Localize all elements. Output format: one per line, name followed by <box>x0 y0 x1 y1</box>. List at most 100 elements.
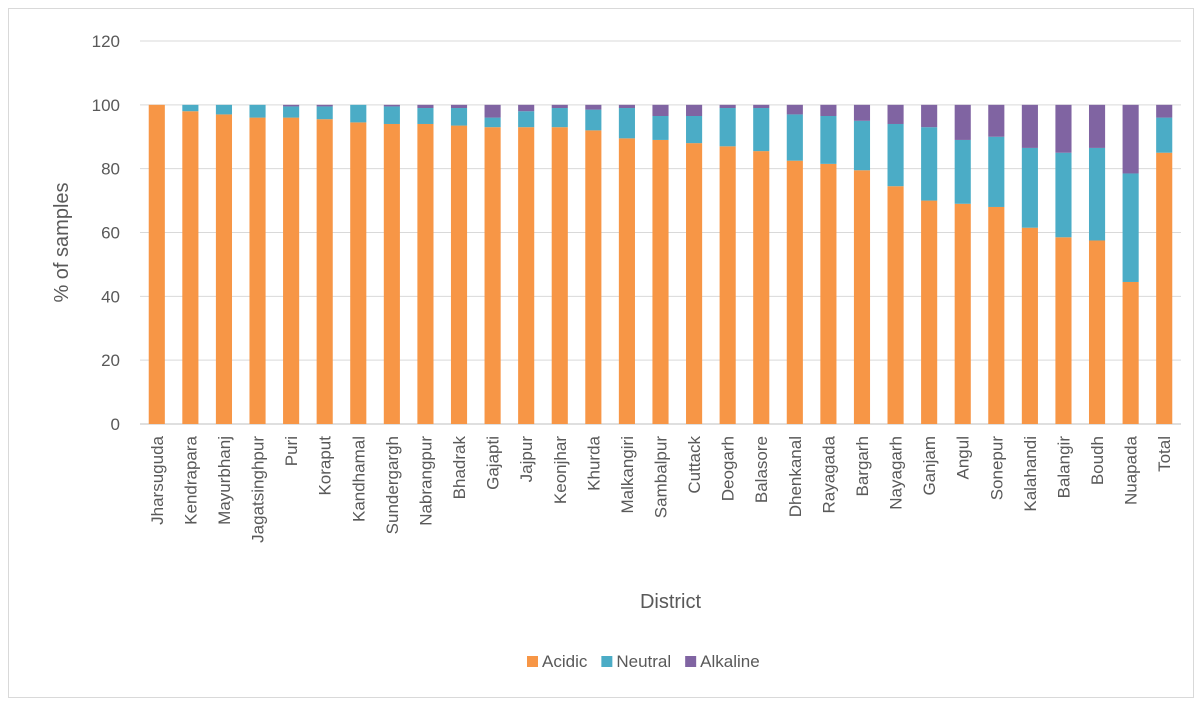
bar-segment-neutral <box>249 104 266 118</box>
bar-segment-neutral <box>283 106 300 118</box>
x-tick-label: Bhadrak <box>450 436 469 500</box>
bar-segment-acidic <box>921 200 938 424</box>
x-tick-label: Cuttack <box>685 436 704 494</box>
x-tick-label: Nabrangpur <box>416 436 435 526</box>
bar-segment-acidic <box>887 186 904 424</box>
bar-segment-acidic <box>1122 281 1139 424</box>
y-tick-label: 100 <box>92 96 120 115</box>
x-tick-label: Jajpur <box>517 436 536 483</box>
bar-segment-acidic <box>551 127 568 425</box>
bar-segment-neutral <box>1021 147 1038 228</box>
x-tick-label: Kandhamal <box>349 436 368 522</box>
y-tick-label: 20 <box>101 351 120 370</box>
bar-segment-neutral <box>618 108 635 139</box>
legend-swatch-alkaline <box>685 656 697 667</box>
legend-swatch-neutral <box>601 656 613 667</box>
bar-segment-acidic <box>585 130 602 424</box>
x-tick-label: Malkangiri <box>618 436 637 513</box>
bar-segment-acidic <box>618 138 635 425</box>
y-tick-label: 0 <box>111 415 120 434</box>
x-tick-label: Balasore <box>752 436 771 503</box>
y-axis-title: % of samples <box>51 182 73 302</box>
bar-segment-alkaline <box>652 104 669 117</box>
x-tick-label: Sonepur <box>987 436 1006 501</box>
bar-segment-alkaline <box>988 104 1005 137</box>
bar-segment-acidic <box>1055 237 1072 424</box>
bar-segment-neutral <box>719 108 736 147</box>
bar-segment-alkaline <box>417 104 434 109</box>
x-tick-label: Puri <box>282 436 301 466</box>
bar-segment-acidic <box>820 163 837 425</box>
bar-segment-neutral <box>215 104 233 115</box>
bar-segment-alkaline <box>551 104 568 109</box>
x-tick-label: Kendrapara <box>181 435 200 524</box>
x-tick-label: Khurda <box>584 435 603 490</box>
legend-swatch-acidic <box>527 656 538 667</box>
bar-segment-neutral <box>786 114 803 161</box>
bar-segment-neutral <box>417 108 434 124</box>
bar-segment-alkaline <box>585 104 602 110</box>
x-tick-label: Sundergargh <box>383 436 402 534</box>
bar-segment-acidic <box>417 123 434 424</box>
x-tick-label: Angul <box>954 436 973 479</box>
bar-segment-alkaline <box>518 104 535 112</box>
x-tick-label: Jharsuguda <box>148 435 167 524</box>
bar-segment-neutral <box>686 116 703 144</box>
bars <box>148 104 1173 425</box>
bar-segment-alkaline <box>753 104 770 109</box>
bar-segment-alkaline <box>686 104 703 117</box>
bar-segment-alkaline <box>450 104 468 109</box>
bar-segment-acidic <box>316 119 333 424</box>
bar-segment-acidic <box>753 151 770 425</box>
x-tick-label: Kalahandi <box>1021 436 1040 512</box>
bar-segment-acidic <box>182 111 199 424</box>
bar-segment-neutral <box>652 116 669 140</box>
x-tick-label: Nayagarh <box>887 436 906 510</box>
bar-segment-neutral <box>1156 117 1173 153</box>
x-tick-label: Sambalpur <box>652 436 671 519</box>
bar-segment-alkaline <box>820 104 837 117</box>
x-tick-label: Nuapada <box>1122 435 1141 505</box>
x-tick-label: Dhenkanal <box>786 436 805 517</box>
x-axis-ticks: Jharsuguda Kendrapara Mayurbhanj Jagatsingh… <box>148 435 1174 542</box>
x-tick-label: Koraput <box>316 436 335 496</box>
x-tick-label: Bargarh <box>853 436 872 496</box>
bar-segment-acidic <box>249 117 266 424</box>
bar-segment-alkaline <box>1021 104 1038 148</box>
bar-segment-alkaline <box>887 104 904 124</box>
y-axis-ticks: 0 20 40 60 80 100 120 <box>92 32 120 434</box>
x-tick-label: Jagatsinghpur <box>249 436 268 543</box>
bar-segment-alkaline <box>618 104 635 109</box>
bar-segment-neutral <box>988 136 1005 207</box>
y-tick-label: 120 <box>92 32 120 51</box>
bar-segment-acidic <box>484 127 501 425</box>
bar-segment-acidic <box>518 127 535 425</box>
bar-segment-neutral <box>585 109 602 131</box>
bar-segment-neutral <box>1088 147 1106 241</box>
bar-segment-neutral <box>484 117 501 128</box>
bar-segment-neutral <box>820 116 837 164</box>
x-tick-label: Rayagada <box>819 435 838 513</box>
bar-segment-neutral <box>887 123 904 187</box>
bar-segment-neutral <box>450 108 468 126</box>
bar-segment-neutral <box>551 108 568 128</box>
bar-segment-acidic <box>719 146 736 424</box>
bar-segment-acidic <box>283 117 300 424</box>
bar-segment-neutral <box>316 106 333 120</box>
x-tick-label: Mayurbhanj <box>215 436 234 525</box>
legend-label-neutral: Neutral <box>616 652 671 671</box>
bar-segment-alkaline <box>853 104 871 121</box>
bar-segment-alkaline <box>1156 104 1173 118</box>
bar-segment-acidic <box>786 160 803 424</box>
bar-segment-acidic <box>1156 152 1173 425</box>
y-tick-label: 60 <box>101 224 120 243</box>
bar-segment-neutral <box>1122 173 1139 282</box>
bar-segment-alkaline <box>283 104 300 107</box>
bar-segment-neutral <box>1055 152 1072 238</box>
bar-segment-acidic <box>1021 227 1038 424</box>
legend-label-acidic: Acidic <box>542 652 588 671</box>
bar-segment-alkaline <box>1122 104 1139 174</box>
legend: Acidic Neutral Alkaline <box>527 652 760 671</box>
bar-segment-neutral <box>853 120 871 171</box>
